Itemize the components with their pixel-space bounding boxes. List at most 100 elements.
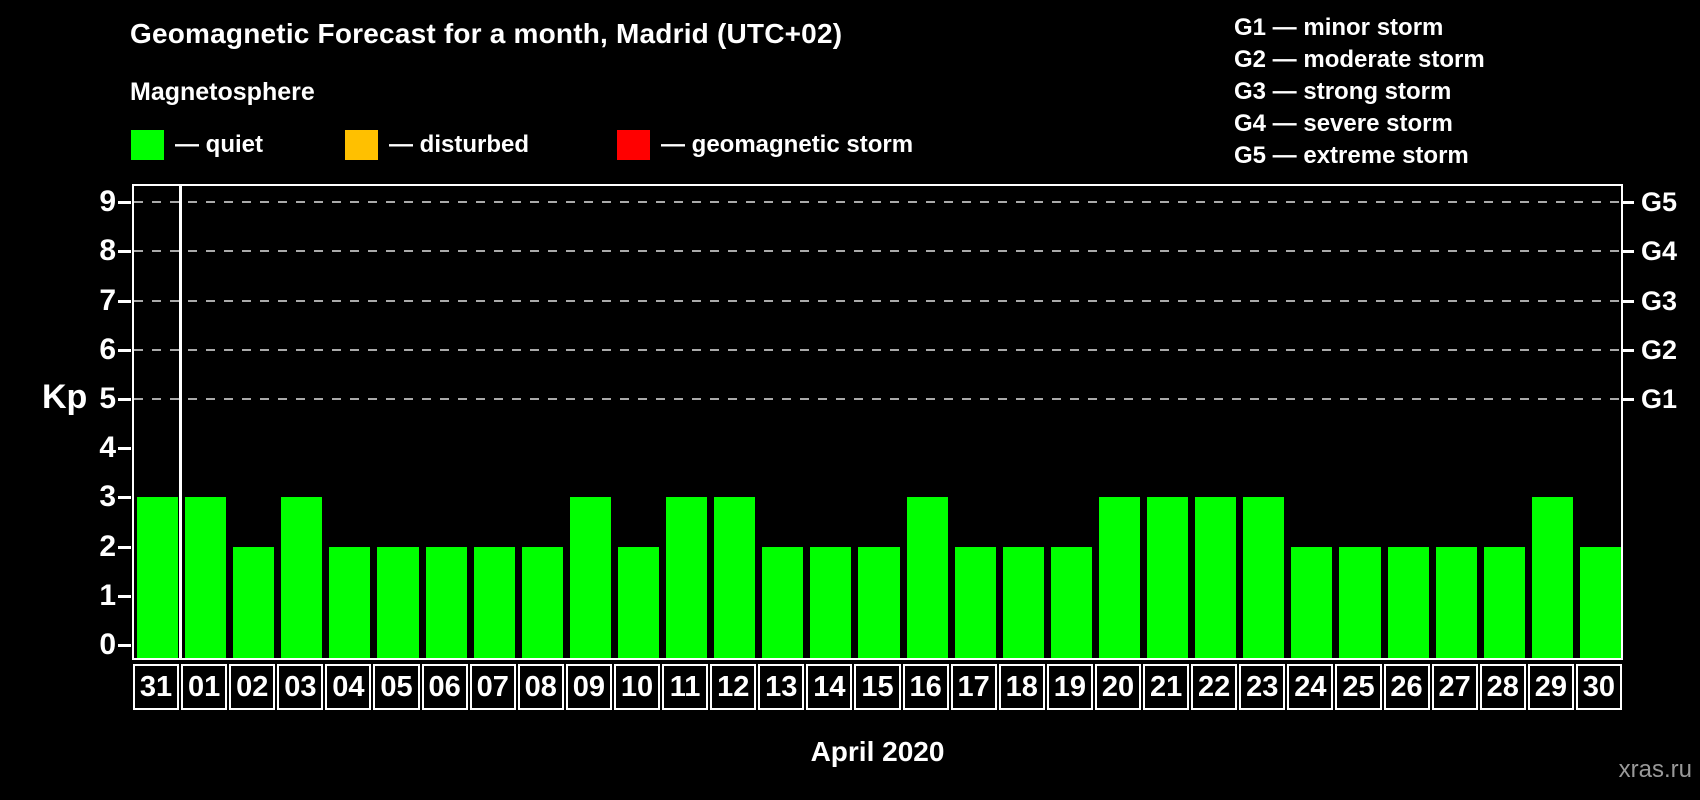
kp-bar-day-10 [617, 546, 660, 658]
day-label-31: 31 [133, 664, 180, 710]
right-axis-label-G3: G3 [1641, 285, 1678, 316]
y-tick-8 [118, 250, 131, 254]
day-label-20: 20 [1094, 664, 1142, 710]
day-label-15: 15 [854, 664, 901, 710]
kp-bar-day-26 [1387, 546, 1429, 658]
y-tick-3 [118, 496, 131, 500]
legend-item-geomagnetic-storm: — geomagnetic storm [617, 130, 913, 160]
kp-bar-day-05 [377, 546, 419, 658]
magnetosphere-label: Magnetosphere [130, 78, 315, 106]
kp-state-legend: — quiet — disturbed — geomagnetic storm [0, 130, 1100, 166]
day-label-08: 08 [517, 664, 564, 710]
y-tick-6 [118, 348, 131, 352]
day-label-24: 24 [1287, 664, 1334, 710]
day-label-25: 25 [1335, 664, 1382, 710]
storm-legend-line: G3 — strong storm [1234, 78, 1452, 105]
legend-swatch-disturbed [345, 130, 378, 160]
day-label-09: 09 [565, 664, 612, 710]
day-label-23: 23 [1239, 664, 1286, 710]
kp-bar-day-06 [425, 546, 467, 658]
kp-bar-day-03 [281, 497, 323, 658]
y-tick-label-6: 6 [99, 332, 116, 366]
right-tick-G1 [1621, 398, 1634, 401]
kp-bar-day-01 [185, 497, 227, 658]
day-label-12: 12 [710, 664, 757, 710]
kp-bar-day-22 [1195, 497, 1237, 658]
kp-bar-day-29 [1531, 497, 1573, 658]
day-label-18: 18 [998, 664, 1045, 710]
day-label-17: 17 [950, 664, 997, 710]
right-axis-label-G5: G5 [1641, 187, 1678, 218]
right-tick-G4 [1621, 250, 1634, 254]
y-tick-label-8: 8 [99, 234, 116, 268]
gridline-kp5 [134, 398, 1621, 400]
day-label-29: 29 [1527, 664, 1574, 710]
storm-legend-line: G5 — extreme storm [1234, 142, 1469, 169]
day-label-26: 26 [1383, 664, 1430, 710]
storm-legend-line: G4 — severe storm [1234, 110, 1453, 137]
day-label-16: 16 [902, 664, 949, 710]
kp-bar-day-28 [1483, 546, 1525, 658]
kp-bar-day-11 [666, 497, 708, 658]
chart-title: Geomagnetic Forecast for a month, Madrid… [130, 18, 843, 49]
kp-bar-day-20 [1098, 497, 1141, 658]
y-tick-label-5: 5 [99, 382, 116, 415]
right-tick-G2 [1621, 348, 1634, 352]
kp-bar-day-15 [858, 546, 900, 658]
kp-bar-day-07 [473, 546, 515, 658]
plot-area [132, 184, 1623, 660]
legend-swatch-geomagnetic-storm [617, 130, 650, 160]
day-label-03: 03 [277, 664, 324, 710]
kp-bar-day-19 [1050, 546, 1092, 658]
gridline-kp9 [134, 201, 1621, 204]
y-tick-4 [118, 447, 131, 451]
day-label-22: 22 [1191, 664, 1238, 710]
kp-bar-day-25 [1339, 546, 1381, 658]
kp-bar-day-24 [1291, 546, 1333, 658]
day-label-30: 30 [1575, 664, 1622, 710]
storm-legend-line: G1 — minor storm [1234, 14, 1444, 41]
storm-scale-legend: G1 — minor storm G2 — moderate storm G3 — … [1234, 12, 1485, 172]
gridline-kp7 [134, 299, 1621, 302]
watermark: xras.ru [1618, 756, 1692, 783]
y-tick-5 [118, 398, 131, 401]
kp-bar-day-09 [569, 497, 611, 658]
legend-item-disturbed: — disturbed [345, 130, 529, 160]
x-axis-title: April 2020 [810, 736, 945, 767]
y-tick-7 [118, 299, 131, 303]
day-label-05: 05 [373, 664, 420, 710]
y-tick-0 [118, 644, 131, 647]
y-tick-label-0: 0 [99, 628, 116, 661]
day-label-01: 01 [181, 664, 228, 710]
day-label-19: 19 [1046, 664, 1093, 710]
day-label-07: 07 [469, 664, 516, 710]
gridline-kp8 [134, 250, 1621, 253]
y-tick-label-4: 4 [99, 431, 116, 465]
day-label-10: 10 [613, 664, 661, 710]
right-tick-G5 [1621, 201, 1634, 205]
kp-bar-day-04 [329, 546, 371, 658]
legend-label-quiet: — quiet [175, 131, 263, 158]
right-axis-label-G1: G1 [1641, 384, 1678, 414]
day-label-21: 21 [1143, 664, 1190, 710]
kp-bar-day-18 [1002, 546, 1044, 658]
legend-item-quiet: — quiet [131, 130, 263, 160]
kp-bar-day-16 [906, 497, 948, 658]
kp-bar-day-12 [714, 497, 756, 658]
legend-swatch-quiet [131, 130, 164, 160]
y-tick-2 [118, 545, 131, 549]
kp-bar-day-02 [233, 546, 275, 658]
y-tick-label-3: 3 [99, 480, 116, 514]
day-label-02: 02 [229, 664, 276, 710]
y-tick-label-1: 1 [99, 578, 116, 612]
legend-label-geomagnetic-storm: — geomagnetic storm [661, 131, 914, 158]
y-tick-9 [118, 201, 131, 205]
day-label-28: 28 [1479, 664, 1526, 710]
kp-bar-day-27 [1435, 546, 1477, 658]
y-tick-label-9: 9 [99, 185, 116, 219]
month-separator-line [179, 186, 183, 658]
right-tick-G3 [1621, 299, 1634, 303]
y-axis-title: Kp [42, 378, 88, 416]
legend-label-disturbed: — disturbed [389, 131, 530, 158]
